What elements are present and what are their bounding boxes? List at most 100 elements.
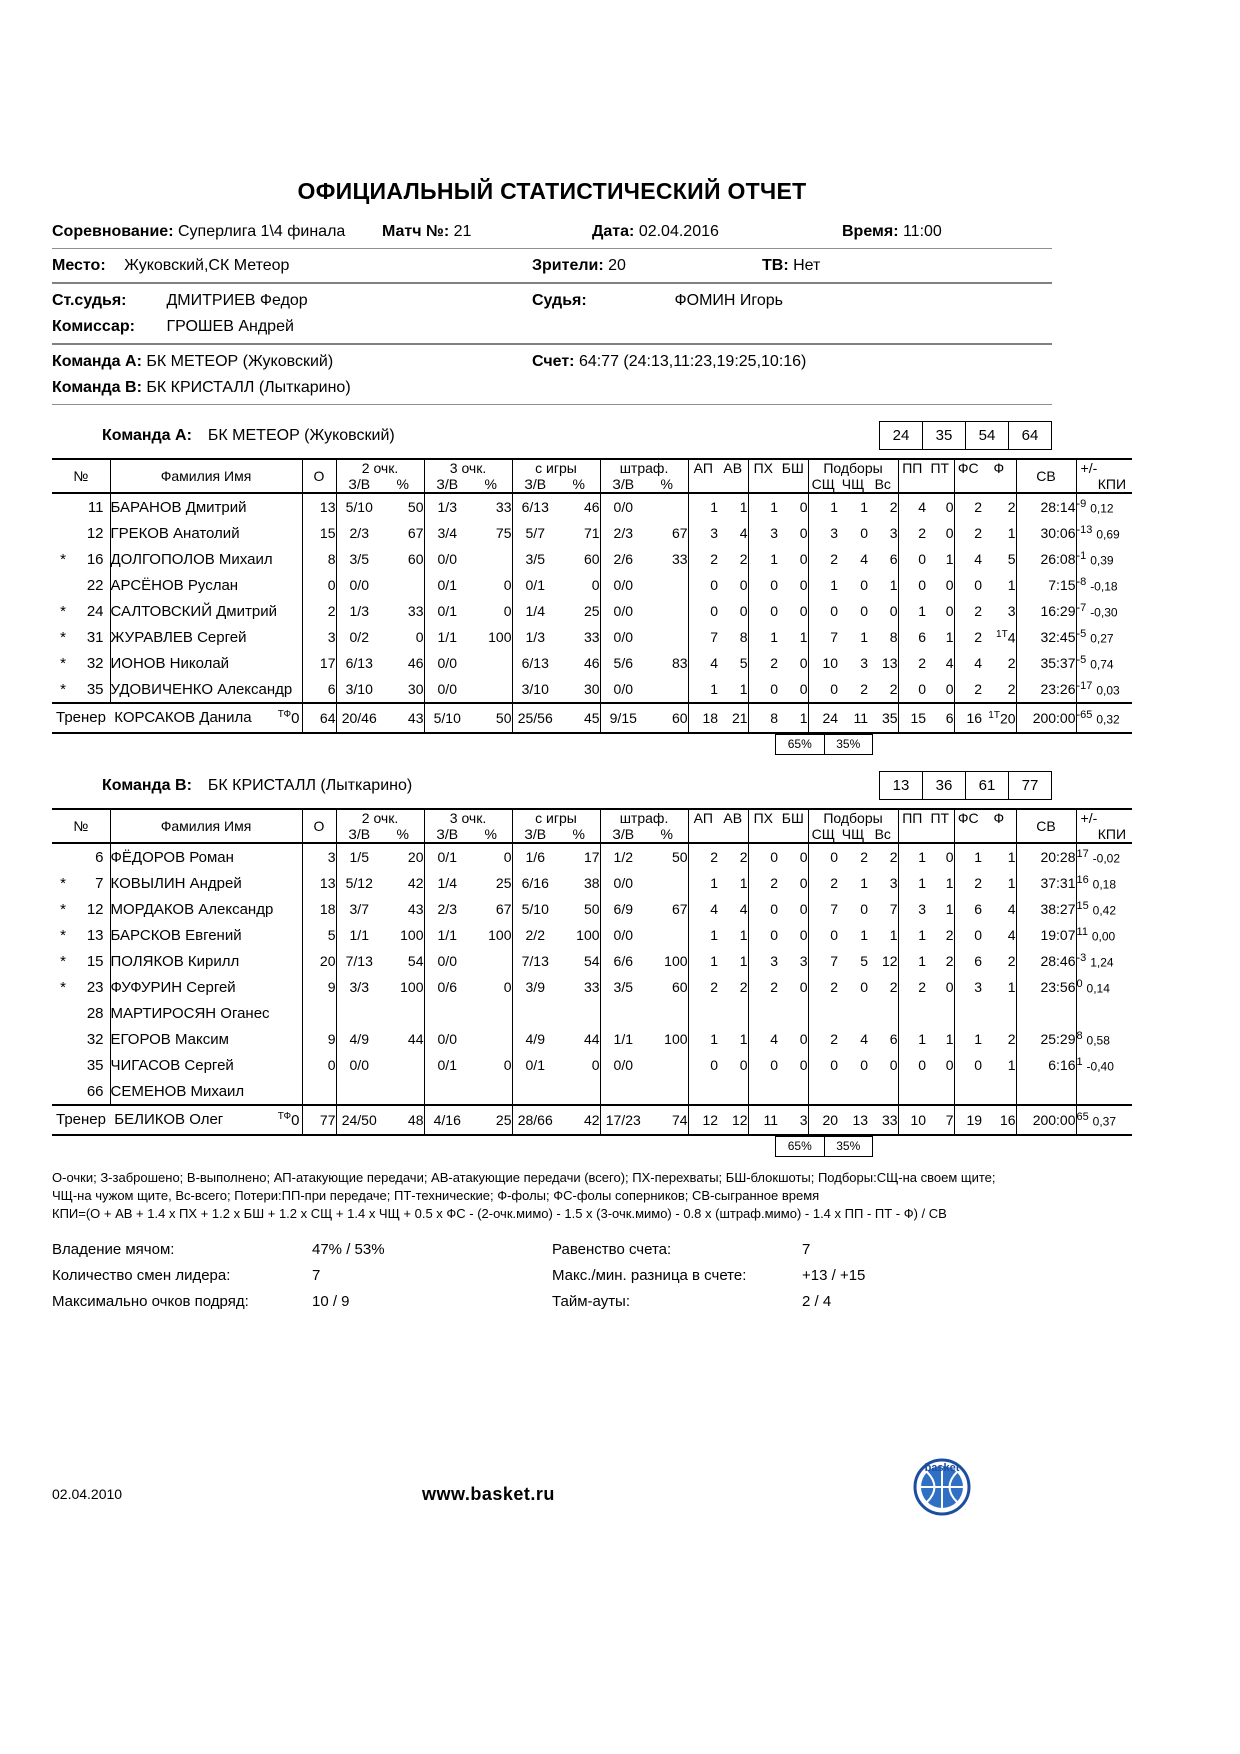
player-rebounds-off: 0 [807,598,839,624]
team-b-caption-name: БК КРИСТАЛЛ (Лыткарино) [207,776,413,794]
player-ft-pct [646,572,688,598]
table-row[interactable]: * 35 УДОВИЧЕНКО Александр 6 3/10 30 0/0 3/10 30 0… [52,676,1133,703]
player-rebounds-def: 0 [860,901,869,917]
total-fouls: 16 [999,1112,1016,1128]
player-2pt-made-att: 0/0 [335,572,382,598]
col-3pt-pct: % [484,826,497,842]
player-blocks: 0 [799,849,808,865]
team-b-q3: 61 [966,772,1009,799]
player-name: ЖУРАВЛЕВ Сергей [109,624,302,650]
player-number: 11 [87,498,104,516]
commissioner-value: ГРОШЕВ Андрей [166,318,294,335]
total-assists-all: 21 [731,710,748,726]
col-field-pct: % [572,826,585,842]
player-assists-total: 1 [739,499,748,515]
player-assists-total: 4 [739,901,748,917]
player-blocks [778,1000,808,1026]
date-label: Дата: [592,223,635,240]
player-rebounds-def: 5 [860,953,869,969]
player-fouls-drawn [953,1000,983,1026]
player-plusminus-kpi: -9 0,12 [1075,493,1133,520]
player-rebounds-off: 0 [807,922,839,948]
col-fs-f-spacer [953,476,1017,493]
table-row[interactable]: 66 СЕМЕНОВ Михаил [52,1078,1133,1105]
player-rebounds-def: 1 [860,629,869,645]
player-blocks: 0 [799,901,808,917]
player-ft-pct: 83 [671,655,688,671]
player-fg-pct: 71 [583,525,600,541]
table-row[interactable]: 22 АРСЁНОВ Руслан 0 0/0 0/1 0 0/1 0 0/0 0 0 0 0 1 0 1 0 0… [52,572,1133,598]
player-rebounds-off: 0 [807,1052,839,1078]
header-row-2-b: З/В % З/В % З/В % З/В % СЩ ЧЩ Вс КПИ [52,826,1133,843]
player-3pt-made-att: 1/4 [423,870,470,896]
col-vs: Вс [874,826,891,842]
player-fouls: 4 [1007,927,1016,943]
table-row[interactable]: * 32 ИОНОВ Николай 17 6/13 46 0/0 6/13 46 5/6 83 4 5… [52,650,1133,676]
player-fg-pct: 50 [583,901,600,917]
table-row[interactable]: * 23 ФУФУРИН Сергей 9 3/3 100 0/6 0 3/9 33 3/5 60 2 2… [52,974,1133,1000]
player-ft-made-att: 1/1 [599,1026,647,1052]
col-num: № [73,818,89,834]
team-a-q2: 35 [923,422,966,449]
total-rebounds-def: 11 [853,710,869,726]
player-minutes: 28:46 [1015,948,1077,974]
player-assists: 4 [687,650,719,676]
player-minutes: 6:16 [1015,1052,1077,1078]
player-turnovers-pass: 2 [897,974,927,1000]
player-points [301,1000,336,1026]
col-fs: ФС [953,459,983,476]
table-row[interactable]: * 7 КОВЫЛИН Андрей 13 5/12 42 1/4 25 6/16 38 0/0 1 1… [52,870,1133,896]
table-row[interactable]: 11 БАРАНОВ Дмитрий 13 5/10 50 1/3 33 6/13 46 0/0 1… [52,493,1133,520]
player-assists: 1 [687,870,719,896]
total-2pt-pct: 43 [407,710,424,726]
team-b-label: Команда В: [52,379,142,396]
chief-referee-label: Ст.судья: [52,292,127,309]
table-row[interactable]: * 16 ДОЛГОПОЛОВ Михаил 8 3/5 60 0/0 3/5 60 2/6 33 2… [52,546,1133,572]
player-rebounds-def: 0 [860,577,869,593]
starter-mark [52,843,74,870]
table-row[interactable]: 32 ЕГОРОВ Максим 9 4/9 44 0/0 4/9 44 1/1 100 1 1 4 0 2… [52,1026,1133,1052]
starter-mark [52,520,74,546]
player-steals [747,1000,779,1026]
player-ft-made-att: 2/3 [599,520,647,546]
total-rebounds-all: 33 [881,1112,898,1128]
player-minutes: 7:15 [1015,572,1077,598]
starter-mark: * [60,602,66,620]
col-points: О [301,459,336,493]
player-fg-pct: 60 [583,551,600,567]
player-3pt-pct: 100 [488,629,512,645]
table-row[interactable]: 28 МАРТИРОСЯН Оганес [52,1000,1133,1026]
bottom-stats-left: Владение мячом: 47% / 53% Количество сме… [52,1237,552,1315]
starter-mark [52,1000,74,1026]
player-3pt-pct: 0 [503,849,512,865]
player-rebounds-total: 2 [889,849,898,865]
table-row[interactable]: * 31 ЖУРАВЛЕВ Сергей 3 0/2 0 1/1 100 1/3 33 0/0 7 8 1… [52,624,1133,650]
meta-row-team-b: Команда В: БК КРИСТАЛЛ (Лыткарино) [52,375,1052,401]
player-minutes: 20:28 [1015,843,1077,870]
table-row[interactable]: * 13 БАРСКОВ Евгений 5 1/1 100 1/1 100 2/2 100 0/0… [52,922,1133,948]
table-row[interactable]: * 15 ПОЛЯКОВ Кирилл 20 7/13 54 0/0 7/13 54 6/6 100… [52,948,1133,974]
player-ft-made-att: 0/0 [599,870,647,896]
player-points: 8 [301,546,336,572]
col-2pt-zv: З/В [335,476,382,493]
table-row[interactable]: 35 ЧИГАСОВ Сергей 0 0/0 0/1 0 0/1 0 0/0 0 0 0 0 0 0 0 0 0… [52,1052,1133,1078]
player-fg-made-att: 3/9 [511,974,558,1000]
player-rebounds-def: 0 [860,1057,869,1073]
col-3pt-zv: З/В [423,476,470,493]
table-row[interactable]: 6 ФЁДОРОВ Роман 3 1/5 20 0/1 0 1/6 17 1/2 50 2 2 0 0 0 2… [52,843,1133,870]
team-a-q3: 54 [966,422,1009,449]
table-row[interactable]: * 24 САЛТОВСКИЙ Дмитрий 2 1/3 33 0/1 0 1/4 25 0/0 0… [52,598,1133,624]
team-totals-row: Тренер БЕЛИКОВ Олег ТФ0 77 24/50 48 4/16 25 28/… [52,1105,1133,1135]
col-pp: ПП [897,459,927,476]
table-row[interactable]: 12 ГРЕКОВ Анатолий 15 2/3 67 3/4 75 5/7 71 2/3 67 3… [52,520,1133,546]
ties-label: Равенство счета: [552,1241,672,1258]
table-row[interactable]: * 12 МОРДАКОВ Александр 18 3/7 43 2/3 67 5/10 50 6… [52,896,1133,922]
player-ft-made-att: 1/2 [599,843,647,870]
player-turnovers-pass: 1 [897,1026,927,1052]
player-steals: 0 [747,598,779,624]
starter-mark [52,1026,74,1052]
match-number-value: 21 [453,223,472,240]
player-turnovers-tech: 0 [945,1057,954,1073]
player-blocks: 1 [799,629,808,645]
